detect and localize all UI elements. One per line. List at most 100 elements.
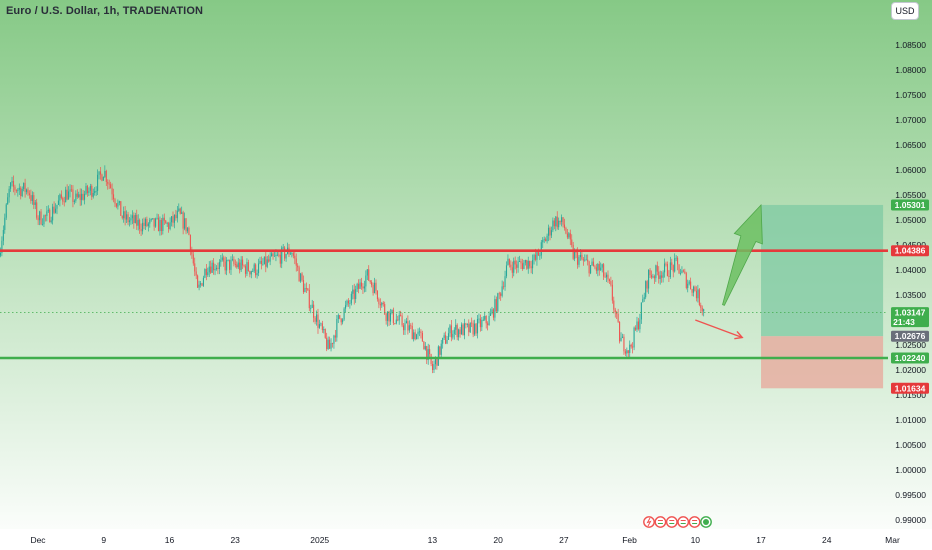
- bullish-arrow[interactable]: [722, 204, 763, 306]
- candle: [611, 279, 613, 304]
- candle: [266, 256, 268, 269]
- candle: [256, 269, 258, 279]
- candle: [175, 209, 177, 221]
- candle: [460, 322, 463, 335]
- candle: [658, 266, 660, 284]
- candle: [194, 257, 196, 277]
- candle: [363, 280, 365, 293]
- candle: [166, 221, 168, 227]
- candle: [662, 270, 664, 283]
- x-tick-label: 23: [230, 535, 240, 545]
- stop-zone[interactable]: [761, 336, 884, 389]
- candle: [92, 188, 94, 199]
- candle: [105, 169, 107, 187]
- candle: [50, 216, 52, 224]
- candle: [376, 290, 378, 302]
- y-tick-label: 1.02000: [895, 365, 926, 375]
- candle: [637, 317, 639, 331]
- candle: [8, 185, 10, 203]
- candle: [568, 232, 570, 239]
- candle: [131, 210, 133, 225]
- candle: [452, 330, 454, 340]
- candle: [514, 256, 516, 270]
- candle: [675, 255, 677, 262]
- candle: [37, 215, 39, 225]
- candle: [211, 260, 213, 274]
- lightning-icon[interactable]: [643, 516, 655, 528]
- candle: [640, 302, 642, 324]
- candle: [634, 325, 637, 331]
- time-axis[interactable]: [0, 529, 932, 550]
- flag-event-icon[interactable]: [677, 516, 690, 528]
- candle: [295, 253, 297, 272]
- candle: [210, 260, 212, 275]
- candle: [690, 277, 692, 290]
- candle: [500, 292, 502, 301]
- target-zone[interactable]: [761, 204, 884, 337]
- candle: [362, 283, 364, 294]
- candle: [614, 307, 616, 318]
- candle: [536, 250, 538, 266]
- candle: [300, 272, 302, 283]
- candle: [28, 190, 30, 199]
- candle: [181, 206, 183, 215]
- candle: [671, 258, 673, 270]
- candle: [475, 323, 477, 336]
- candle: [91, 184, 93, 201]
- candle: [350, 291, 352, 306]
- candle: [356, 282, 358, 292]
- candle: [231, 254, 233, 262]
- candle: [249, 270, 251, 278]
- candle: [687, 279, 689, 293]
- candle: [139, 218, 141, 234]
- candle: [86, 184, 88, 197]
- candle: [20, 186, 22, 200]
- candle: [591, 258, 593, 266]
- candle: [462, 323, 464, 336]
- candle: [524, 259, 526, 266]
- candle: [394, 322, 396, 325]
- flag-event-icon[interactable]: [665, 516, 678, 528]
- candle: [507, 254, 509, 266]
- candle: [358, 279, 360, 294]
- candle: [371, 280, 373, 288]
- candle: [59, 193, 61, 207]
- candle: [688, 279, 690, 286]
- candle: [191, 246, 193, 259]
- price-badge-label: 1.05301: [895, 200, 926, 210]
- candle: [547, 224, 550, 242]
- candle: [620, 332, 622, 342]
- candle: [391, 309, 393, 315]
- y-tick-label: 0.99000: [895, 515, 926, 525]
- candle: [595, 263, 597, 274]
- candle: [656, 261, 658, 276]
- candle: [550, 226, 552, 238]
- bearish-arrow[interactable]: [695, 319, 744, 340]
- currency-button[interactable]: USD: [891, 2, 919, 20]
- candle: [314, 316, 316, 325]
- candle: [558, 217, 560, 230]
- y-tick-label: 1.08500: [895, 40, 926, 50]
- candle: [414, 329, 416, 341]
- candle: [429, 344, 431, 358]
- candle: [562, 216, 564, 228]
- candle: [497, 292, 499, 313]
- candle: [427, 343, 429, 365]
- candle: [78, 191, 80, 199]
- candle: [165, 219, 167, 224]
- candle: [237, 257, 239, 270]
- candle: [545, 237, 547, 242]
- candle: [645, 280, 647, 300]
- candle: [220, 255, 222, 267]
- candle: [253, 262, 255, 274]
- flag-event-icon[interactable]: [688, 516, 701, 528]
- candle: [392, 307, 394, 326]
- candle: [692, 285, 695, 297]
- candle: [511, 261, 513, 279]
- candle: [542, 237, 544, 249]
- x-tick-label: 16: [165, 535, 175, 545]
- flag-event-icon[interactable]: [654, 516, 667, 528]
- dot-event-icon[interactable]: [700, 516, 712, 528]
